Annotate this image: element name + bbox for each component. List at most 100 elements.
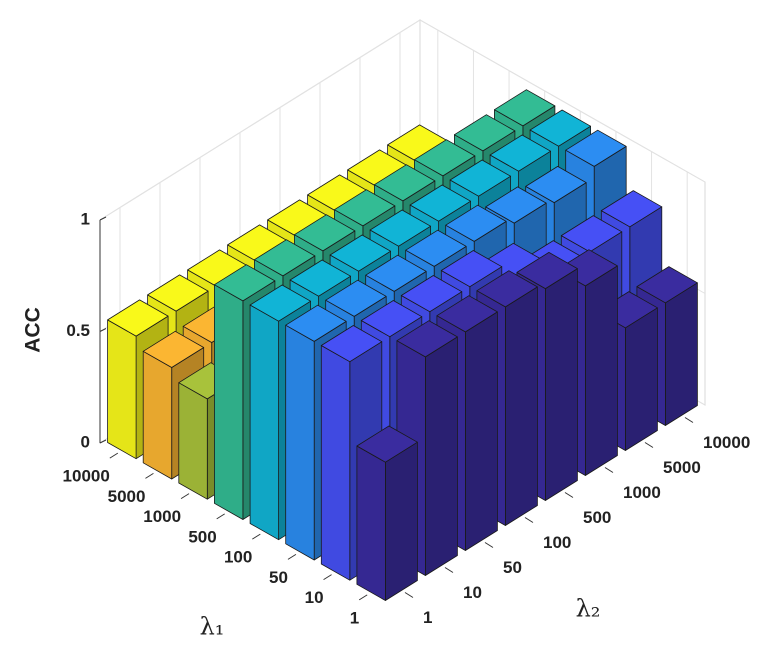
y-tick-label: 1 (423, 608, 432, 627)
bar-side (585, 265, 618, 476)
y-axis-label: λ₂ (576, 595, 601, 623)
bar-top (409, 184, 472, 222)
bar-top (453, 114, 516, 152)
bar-top (489, 134, 551, 172)
bar-top (325, 279, 387, 317)
x-tick-label: 5000 (108, 487, 146, 506)
bar-top (485, 186, 547, 224)
bar-top (253, 239, 316, 277)
bar-top (396, 320, 458, 358)
bar-top (449, 159, 512, 197)
z-tick-label: 0.5 (66, 321, 90, 340)
y-tick-label: 1000 (623, 483, 661, 502)
x-tick (358, 594, 368, 601)
y-tick (564, 492, 574, 498)
z-tick-label: 0 (81, 432, 90, 451)
y-tick (644, 442, 654, 448)
bar-top (147, 274, 209, 312)
bar-top (365, 254, 427, 292)
bar-top (107, 299, 169, 337)
bar-front (142, 350, 173, 480)
bar-top (436, 295, 498, 333)
bar-front (178, 382, 208, 500)
y-tick-label: 100 (543, 533, 571, 552)
bar-top (142, 330, 205, 368)
y-tick (604, 467, 614, 473)
bar (356, 425, 418, 601)
bar-front (285, 324, 315, 561)
bar-front (249, 304, 280, 541)
x-tick-label: 10000 (63, 467, 110, 486)
bar-front (107, 319, 137, 460)
bar-top (360, 300, 423, 338)
x-tick-label: 1000 (143, 507, 181, 526)
bar-top (333, 189, 396, 227)
bar-top (405, 229, 467, 267)
bar-top (213, 264, 276, 302)
bar-side (665, 282, 698, 426)
bar-top (600, 190, 663, 228)
z-tick (99, 439, 107, 444)
bar-top (320, 325, 383, 363)
bar-top (493, 89, 556, 127)
bar-side (424, 336, 458, 576)
bar-top (476, 270, 538, 308)
y-tick-label: 500 (583, 508, 611, 527)
x-tick-label: 1 (350, 608, 359, 627)
y-tick (684, 417, 694, 423)
x-tick (323, 574, 332, 581)
bar-top (249, 284, 312, 322)
z-tick (99, 216, 107, 221)
y-tick-label: 5000 (663, 458, 701, 477)
x-tick (145, 472, 154, 479)
bar-front (213, 284, 244, 520)
z-tick (99, 328, 107, 332)
bar-top (373, 164, 436, 202)
bar-top (329, 234, 392, 272)
y-tick (524, 517, 534, 523)
y-tick-label: 50 (503, 558, 522, 577)
x-axis-label: λ₁ (200, 613, 225, 641)
bar-front (320, 345, 351, 581)
y-tick (444, 567, 454, 573)
y-tick (404, 592, 414, 598)
bar-top (400, 275, 463, 313)
bar-top (293, 214, 356, 252)
z-axis-label: ACC (22, 307, 45, 353)
bar-top (445, 204, 507, 242)
bar-top (565, 129, 627, 167)
y-tick (484, 542, 494, 548)
x-tick-label: 500 (188, 527, 216, 546)
grid-line (99, 19, 706, 221)
bar-top (636, 266, 698, 304)
x-tick-label: 10 (305, 588, 324, 607)
bar-side (464, 311, 498, 551)
bars (107, 89, 698, 601)
x-tick (252, 533, 261, 540)
bar-top (525, 165, 587, 204)
bar-side (384, 441, 418, 601)
x-tick (180, 493, 190, 500)
bar-top (440, 250, 503, 288)
x-tick (287, 553, 297, 560)
x-tick (216, 513, 225, 520)
bar-top (516, 251, 578, 290)
z-tick-label: 1 (81, 209, 90, 228)
y-tick-label: 10000 (703, 433, 750, 452)
bar-top (356, 425, 418, 463)
bar-side (504, 286, 538, 526)
x-tick-label: 100 (224, 548, 252, 567)
bar-top (289, 259, 352, 297)
bar-top (413, 139, 476, 177)
x-tick (109, 452, 119, 459)
y-tick-label: 10 (463, 583, 482, 602)
bar-side (625, 307, 658, 451)
bar-front (356, 445, 386, 601)
bar-top (285, 304, 347, 342)
bar-top (369, 209, 432, 247)
x-tick-label: 50 (269, 568, 288, 587)
bar-side (545, 268, 578, 501)
bar-top (529, 109, 591, 147)
bar-top (560, 215, 623, 253)
